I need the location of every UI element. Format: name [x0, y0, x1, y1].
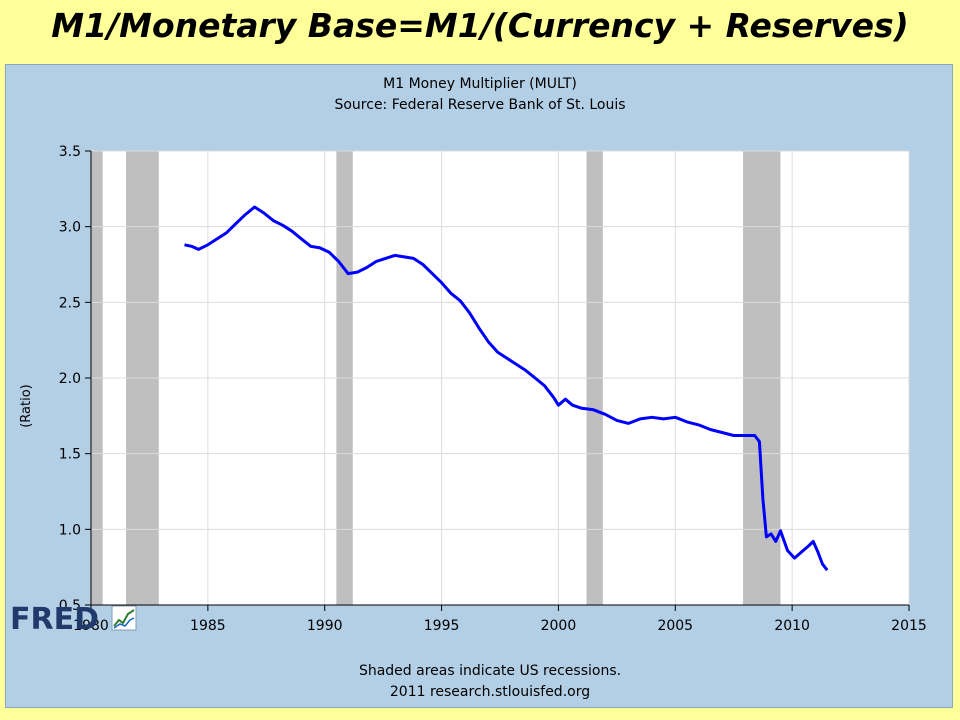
- footnote: Shaded areas indicate US recessions.: [359, 663, 621, 679]
- x-tick-label: 2010: [774, 618, 810, 634]
- chart-title: M1 Money Multiplier (MULT): [383, 76, 577, 92]
- chart-frame: M1 Money Multiplier (MULT) Source: Feder…: [5, 64, 953, 708]
- x-tick-label: 2015: [891, 618, 927, 634]
- chart-subtitle: Source: Federal Reserve Bank of St. Loui…: [334, 97, 625, 113]
- y-axis-label: (Ratio): [19, 384, 34, 428]
- chart: M1 Money Multiplier (MULT) Source: Feder…: [19, 76, 927, 700]
- fred-logo: FRED: [10, 602, 137, 637]
- x-tick-label: 1990: [307, 618, 343, 634]
- y-tick-label: 2.5: [59, 295, 81, 311]
- y-tick-label: 1.5: [59, 447, 81, 463]
- y-tick-label: 3.5: [59, 144, 81, 160]
- fred-logo-text: FRED: [10, 602, 99, 637]
- y-tick-label: 0.5: [59, 598, 81, 614]
- slide-title: M1/Monetary Base=M1/(Currency + Reserves…: [51, 6, 909, 45]
- y-tick-label: 2.0: [59, 371, 81, 387]
- plot-area: 0.5 1.0 1.5 2.0 2.5 3.0 3.5 1980 1985 1990 1995 200…: [59, 144, 927, 634]
- x-tick-label: 2000: [541, 618, 577, 634]
- y-tick-label: 3.0: [59, 220, 81, 236]
- x-tick-label: 1995: [424, 618, 460, 634]
- x-tick-label: 2005: [657, 618, 693, 634]
- x-tick-label: 1985: [190, 618, 226, 634]
- series-line: [184, 205, 829, 572]
- y-tick-label: 1.0: [59, 522, 81, 538]
- credit: 2011 research.stlouisfed.org: [390, 684, 590, 700]
- small-line-chart-icon: [111, 605, 137, 631]
- x-tick-label: 1980: [73, 618, 109, 634]
